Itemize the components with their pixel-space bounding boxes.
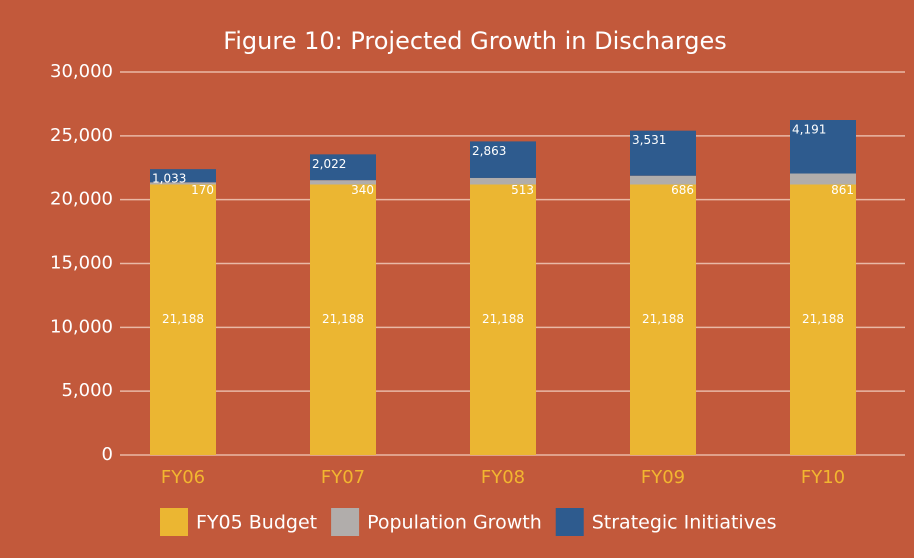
value-label: 1,033 <box>152 172 186 186</box>
bar-segment <box>310 180 376 185</box>
legend-label: Strategic Initiatives <box>592 512 777 534</box>
bar-segment <box>790 120 856 174</box>
bar-segment <box>630 184 696 455</box>
legend-swatch <box>555 508 584 536</box>
x-tick-label: FY09 <box>641 467 685 488</box>
value-label: 3,531 <box>632 133 666 147</box>
legend-swatch <box>160 508 188 536</box>
bar-segment <box>150 182 216 185</box>
y-tick-label: 15,000 <box>50 253 113 274</box>
y-tick-label: 20,000 <box>50 189 113 210</box>
value-label: 170 <box>191 183 214 197</box>
bar-segment <box>470 184 536 455</box>
x-tick-label: FY10 <box>801 467 845 488</box>
bar-segment <box>470 141 536 178</box>
bar-segment <box>150 169 216 183</box>
x-tick-label: FY07 <box>321 467 365 488</box>
bar-segment <box>310 154 376 181</box>
legend-label: FY05 Budget <box>196 512 317 534</box>
y-tick-label: 0 <box>102 444 113 465</box>
bar-segment <box>630 130 696 176</box>
chart-title: Figure 10: Projected Growth in Discharge… <box>223 27 727 55</box>
bar-segment <box>310 184 376 455</box>
value-label: 2,022 <box>312 157 346 171</box>
bar-segment <box>790 184 856 455</box>
value-label: 686 <box>671 183 694 197</box>
value-label: 340 <box>351 183 374 197</box>
value-label: 21,188 <box>162 312 204 326</box>
bar-segment <box>470 177 536 185</box>
y-tick-label: 30,000 <box>50 61 113 82</box>
y-tick-label: 10,000 <box>50 316 113 337</box>
x-tick-label: FY06 <box>161 467 205 488</box>
value-label: 2,863 <box>472 144 506 158</box>
x-tick-label: FY08 <box>481 467 525 488</box>
bar-segment <box>150 184 216 455</box>
value-label: 513 <box>511 183 534 197</box>
value-label: 21,188 <box>482 312 524 326</box>
legend-label: Population Growth <box>367 512 542 534</box>
value-label: 21,188 <box>642 312 684 326</box>
bar-segment <box>790 173 856 185</box>
value-label: 4,191 <box>792 123 826 137</box>
value-label: 21,188 <box>322 312 364 326</box>
bar-segment <box>630 175 696 185</box>
value-label: 861 <box>831 183 854 197</box>
y-tick-label: 25,000 <box>50 125 113 146</box>
value-label: 21,188 <box>802 312 844 326</box>
y-tick-label: 5,000 <box>61 380 113 401</box>
legend-swatch <box>331 508 360 536</box>
